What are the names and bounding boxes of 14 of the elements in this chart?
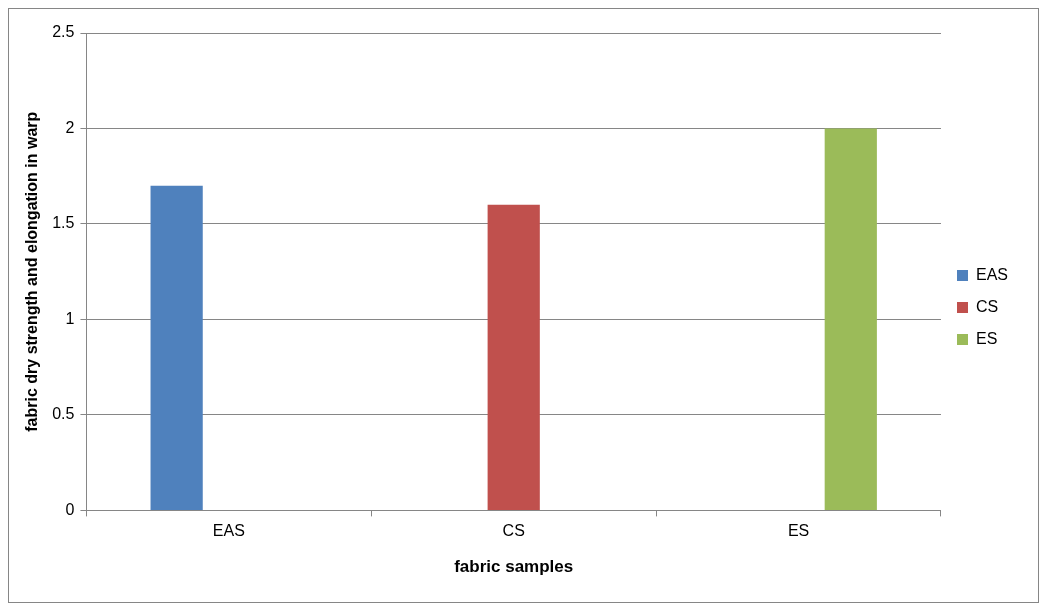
y-tick-label: 0: [65, 500, 75, 518]
x-tick-label: EAS: [212, 522, 245, 540]
legend-label: ES: [975, 329, 998, 347]
x-tick-label: CS: [502, 522, 525, 540]
y-tick-label: 1: [65, 309, 75, 327]
x-tick-label: ES: [787, 522, 810, 540]
y-tick-label: 2: [65, 118, 75, 136]
y-axis-title: fabric dry strength and elongation in warp: [23, 111, 41, 432]
x-axis-title: fabric samples: [454, 557, 574, 577]
y-tick-label: 0.5: [52, 405, 75, 423]
y-tick-label: 2.5: [52, 23, 75, 41]
legend-label: EAS: [975, 265, 1008, 283]
legend-label: CS: [975, 297, 999, 315]
y-tick-label: 1.5: [52, 214, 75, 232]
